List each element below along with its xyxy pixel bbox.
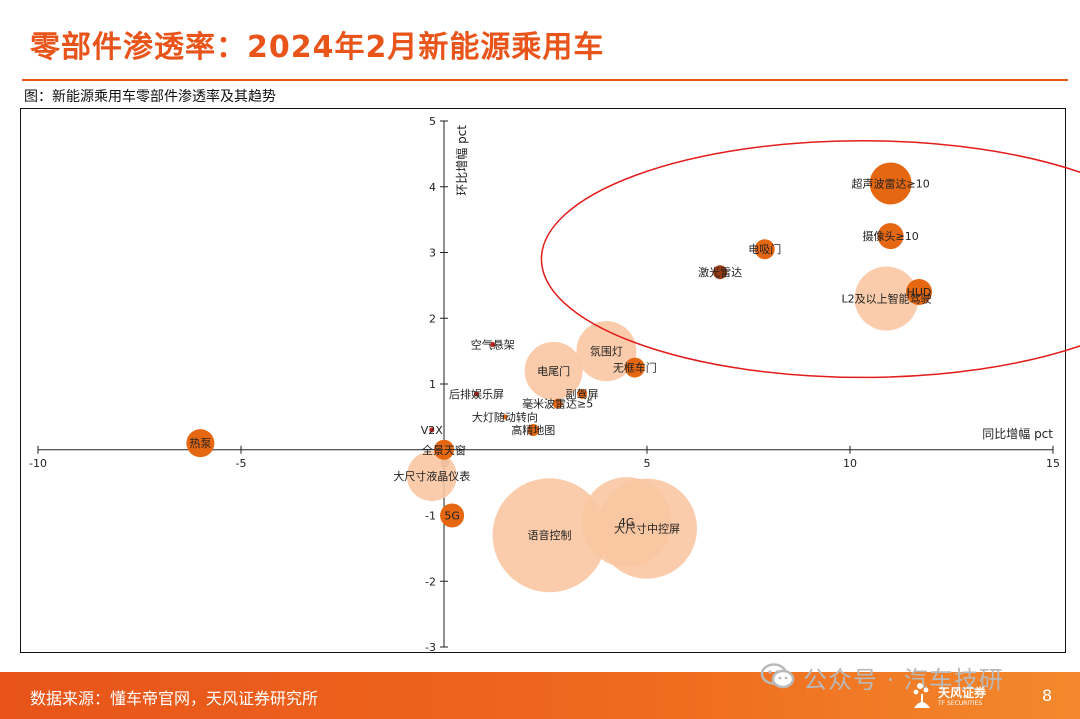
bubble-label: V2X (421, 424, 444, 437)
bubble-label: HUD (907, 286, 932, 299)
bubble-point (502, 414, 508, 420)
bubble-point (429, 427, 435, 433)
footer-bar (0, 672, 1080, 719)
page-number: 8 (1042, 686, 1053, 705)
bubble-point (473, 391, 479, 397)
bubble-point (434, 439, 454, 460)
x-tick-label: -10 (29, 457, 47, 470)
bubble-label: 副驾屏 (566, 388, 599, 401)
bubble-label: 全景天窗 (422, 443, 466, 457)
bubble-point (754, 239, 775, 260)
bubble-label: 语音控制 (528, 528, 572, 542)
bubble-label: 电尾门 (537, 364, 570, 378)
bubble-point (406, 451, 457, 502)
x-tick-label: 10 (843, 457, 857, 470)
bubble-label: 热泵 (189, 437, 211, 450)
y-tick-label: -1 (425, 510, 436, 523)
bubble-label: 5G (444, 510, 460, 523)
y-axis-title: 环比增幅 pct (454, 125, 469, 196)
logo-subtitle: TF SECURITIES (938, 700, 983, 707)
bubble-point (524, 341, 583, 400)
x-tick-label: -5 (236, 457, 247, 470)
bubble-label: 无框车门 (613, 361, 657, 375)
bubble-point (581, 477, 672, 568)
bubble-point (877, 223, 904, 250)
bubble-point (577, 388, 588, 399)
bubble-point (492, 478, 607, 593)
x-axis-title: 同比增幅 pct (982, 426, 1053, 441)
bubble-label: 摄像头≥10 (862, 229, 918, 243)
bubble-label: L2及以上智能驾驶 (841, 292, 931, 306)
data-source-note: 数据来源：懂车帝官网，天风证券研究所 (30, 689, 319, 708)
y-tick-label: 3 (429, 247, 436, 260)
figure-caption: 图：新能源乘用车零部件渗透率及其趋势 (24, 89, 276, 105)
logo-wordmark: 天风证券 (938, 686, 987, 700)
bubble-label: 4G (619, 516, 635, 529)
x-tick-label: 15 (1046, 457, 1060, 470)
y-tick-label: 2 (429, 312, 436, 325)
bubble-point (624, 357, 645, 378)
bubble-point (576, 321, 637, 382)
y-tick-label: 4 (429, 181, 436, 194)
chart-frame (20, 108, 1066, 653)
bubble-label: 激光雷达 (698, 265, 742, 279)
tf-securities-logo (913, 683, 930, 708)
bubble-label: 氛围灯 (590, 345, 623, 358)
y-tick-label: 1 (429, 378, 436, 391)
watermark-text: 公众号 · 汽车技研 (803, 666, 1004, 694)
wechat-icon (760, 663, 795, 689)
bubble-label: 大灯随动转向 (472, 410, 538, 424)
bubble-label: 空气悬架 (471, 338, 515, 352)
y-tick-label: -3 (425, 641, 436, 654)
bubble-point (552, 398, 563, 409)
bubble-label: 后排娱乐屏 (449, 387, 504, 401)
bubble-point (440, 503, 465, 528)
bubble-label: 大尺寸中控屏 (614, 522, 680, 536)
page-title: 零部件渗透率：2024年2月新能源乘用车 (30, 30, 605, 65)
highlight-ellipse (540, 140, 1080, 379)
bubble-label: 超声波雷达≥10 (851, 176, 929, 190)
y-tick-label: -2 (425, 575, 436, 588)
bubble-point (527, 424, 540, 437)
bubble-label: 高精地图 (511, 423, 555, 437)
bubble-point (906, 278, 933, 305)
bubble-point (713, 265, 728, 280)
x-tick-label: 5 (644, 457, 651, 470)
bubble-point (869, 162, 912, 205)
bubble-point (854, 266, 919, 331)
bubble-label: 大尺寸液晶仪表 (393, 469, 470, 483)
bubble-point (490, 342, 496, 348)
bubble-point (186, 429, 215, 458)
y-tick-label: 5 (429, 115, 436, 128)
bubble-label: 毫米波雷达≥5 (522, 397, 593, 411)
bubble-label: 电吸门 (748, 242, 781, 256)
title-divider (22, 79, 1068, 81)
